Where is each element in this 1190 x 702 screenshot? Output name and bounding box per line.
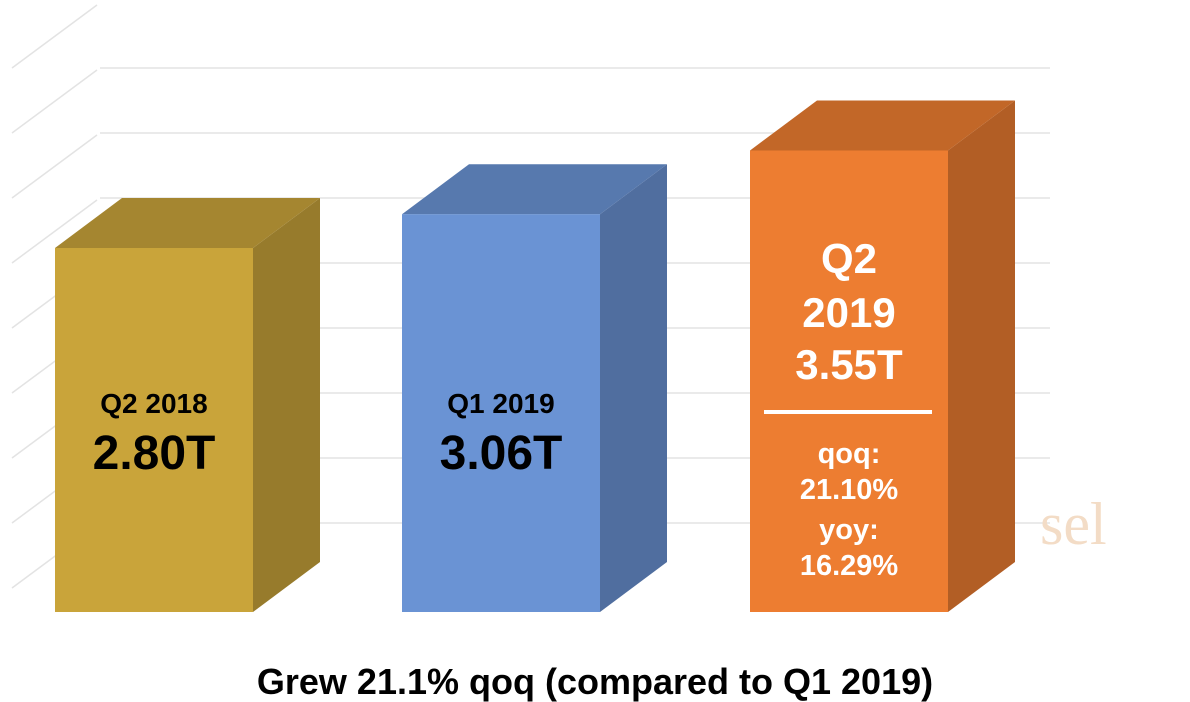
annotation: 16.29% (799, 550, 899, 582)
bar-top (402, 164, 667, 215)
annotation: yoy: (819, 514, 879, 546)
bar (402, 214, 600, 612)
bar-side (253, 198, 320, 612)
bar-top (55, 198, 320, 248)
bar (750, 150, 948, 612)
category-label: Q2 2019 (802, 235, 896, 336)
value-label: 3.06T (439, 427, 563, 480)
category-label: Q1 2019 (447, 388, 555, 419)
value-label: 3.55T (795, 341, 903, 388)
bar-side (600, 164, 667, 612)
watermark: sel (1040, 491, 1107, 557)
bar-side (948, 100, 1015, 612)
caption: Grew 21.1% qoq (compared to Q1 2019) (256, 661, 934, 702)
annotation: qoq: (817, 438, 881, 470)
chart (11, 4, 1050, 612)
bar-top (750, 100, 1015, 151)
category-label: Q2 2018 (100, 388, 208, 419)
value-label: 2.80T (92, 427, 216, 480)
annotation: 21.10% (799, 474, 899, 506)
bar (55, 248, 253, 612)
page: {"chart_data": {"type": "bar", "categori… (11, 4, 1107, 700)
